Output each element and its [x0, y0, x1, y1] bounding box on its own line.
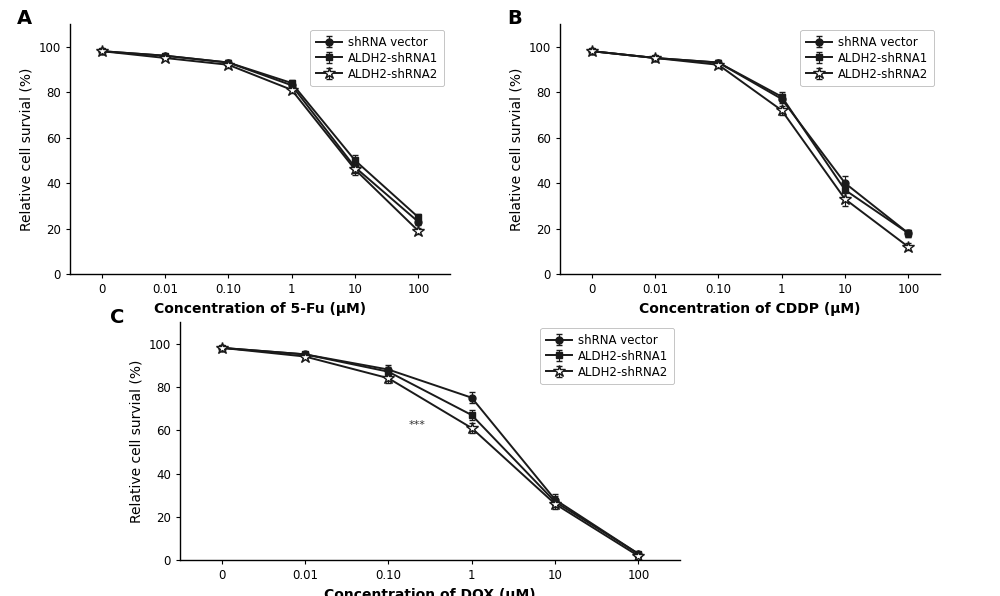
Y-axis label: Relative cell survial (%): Relative cell survial (%): [129, 359, 143, 523]
X-axis label: Concentration of CDDP (μM): Concentration of CDDP (μM): [639, 302, 861, 316]
Text: C: C: [110, 308, 124, 327]
Text: A: A: [17, 9, 32, 28]
Legend: shRNA vector, ALDH2-shRNA1, ALDH2-shRNA2: shRNA vector, ALDH2-shRNA1, ALDH2-shRNA2: [310, 30, 444, 86]
X-axis label: Concentration of DOX (μM): Concentration of DOX (μM): [324, 588, 536, 596]
Y-axis label: Relative cell survial (%): Relative cell survial (%): [509, 67, 523, 231]
X-axis label: Concentration of 5-Fu (μM): Concentration of 5-Fu (μM): [154, 302, 366, 316]
Legend: shRNA vector, ALDH2-shRNA1, ALDH2-shRNA2: shRNA vector, ALDH2-shRNA1, ALDH2-shRNA2: [800, 30, 934, 86]
Text: ***: ***: [409, 420, 426, 430]
Y-axis label: Relative cell survial (%): Relative cell survial (%): [19, 67, 33, 231]
Legend: shRNA vector, ALDH2-shRNA1, ALDH2-shRNA2: shRNA vector, ALDH2-shRNA1, ALDH2-shRNA2: [540, 328, 674, 384]
Text: B: B: [507, 9, 522, 28]
